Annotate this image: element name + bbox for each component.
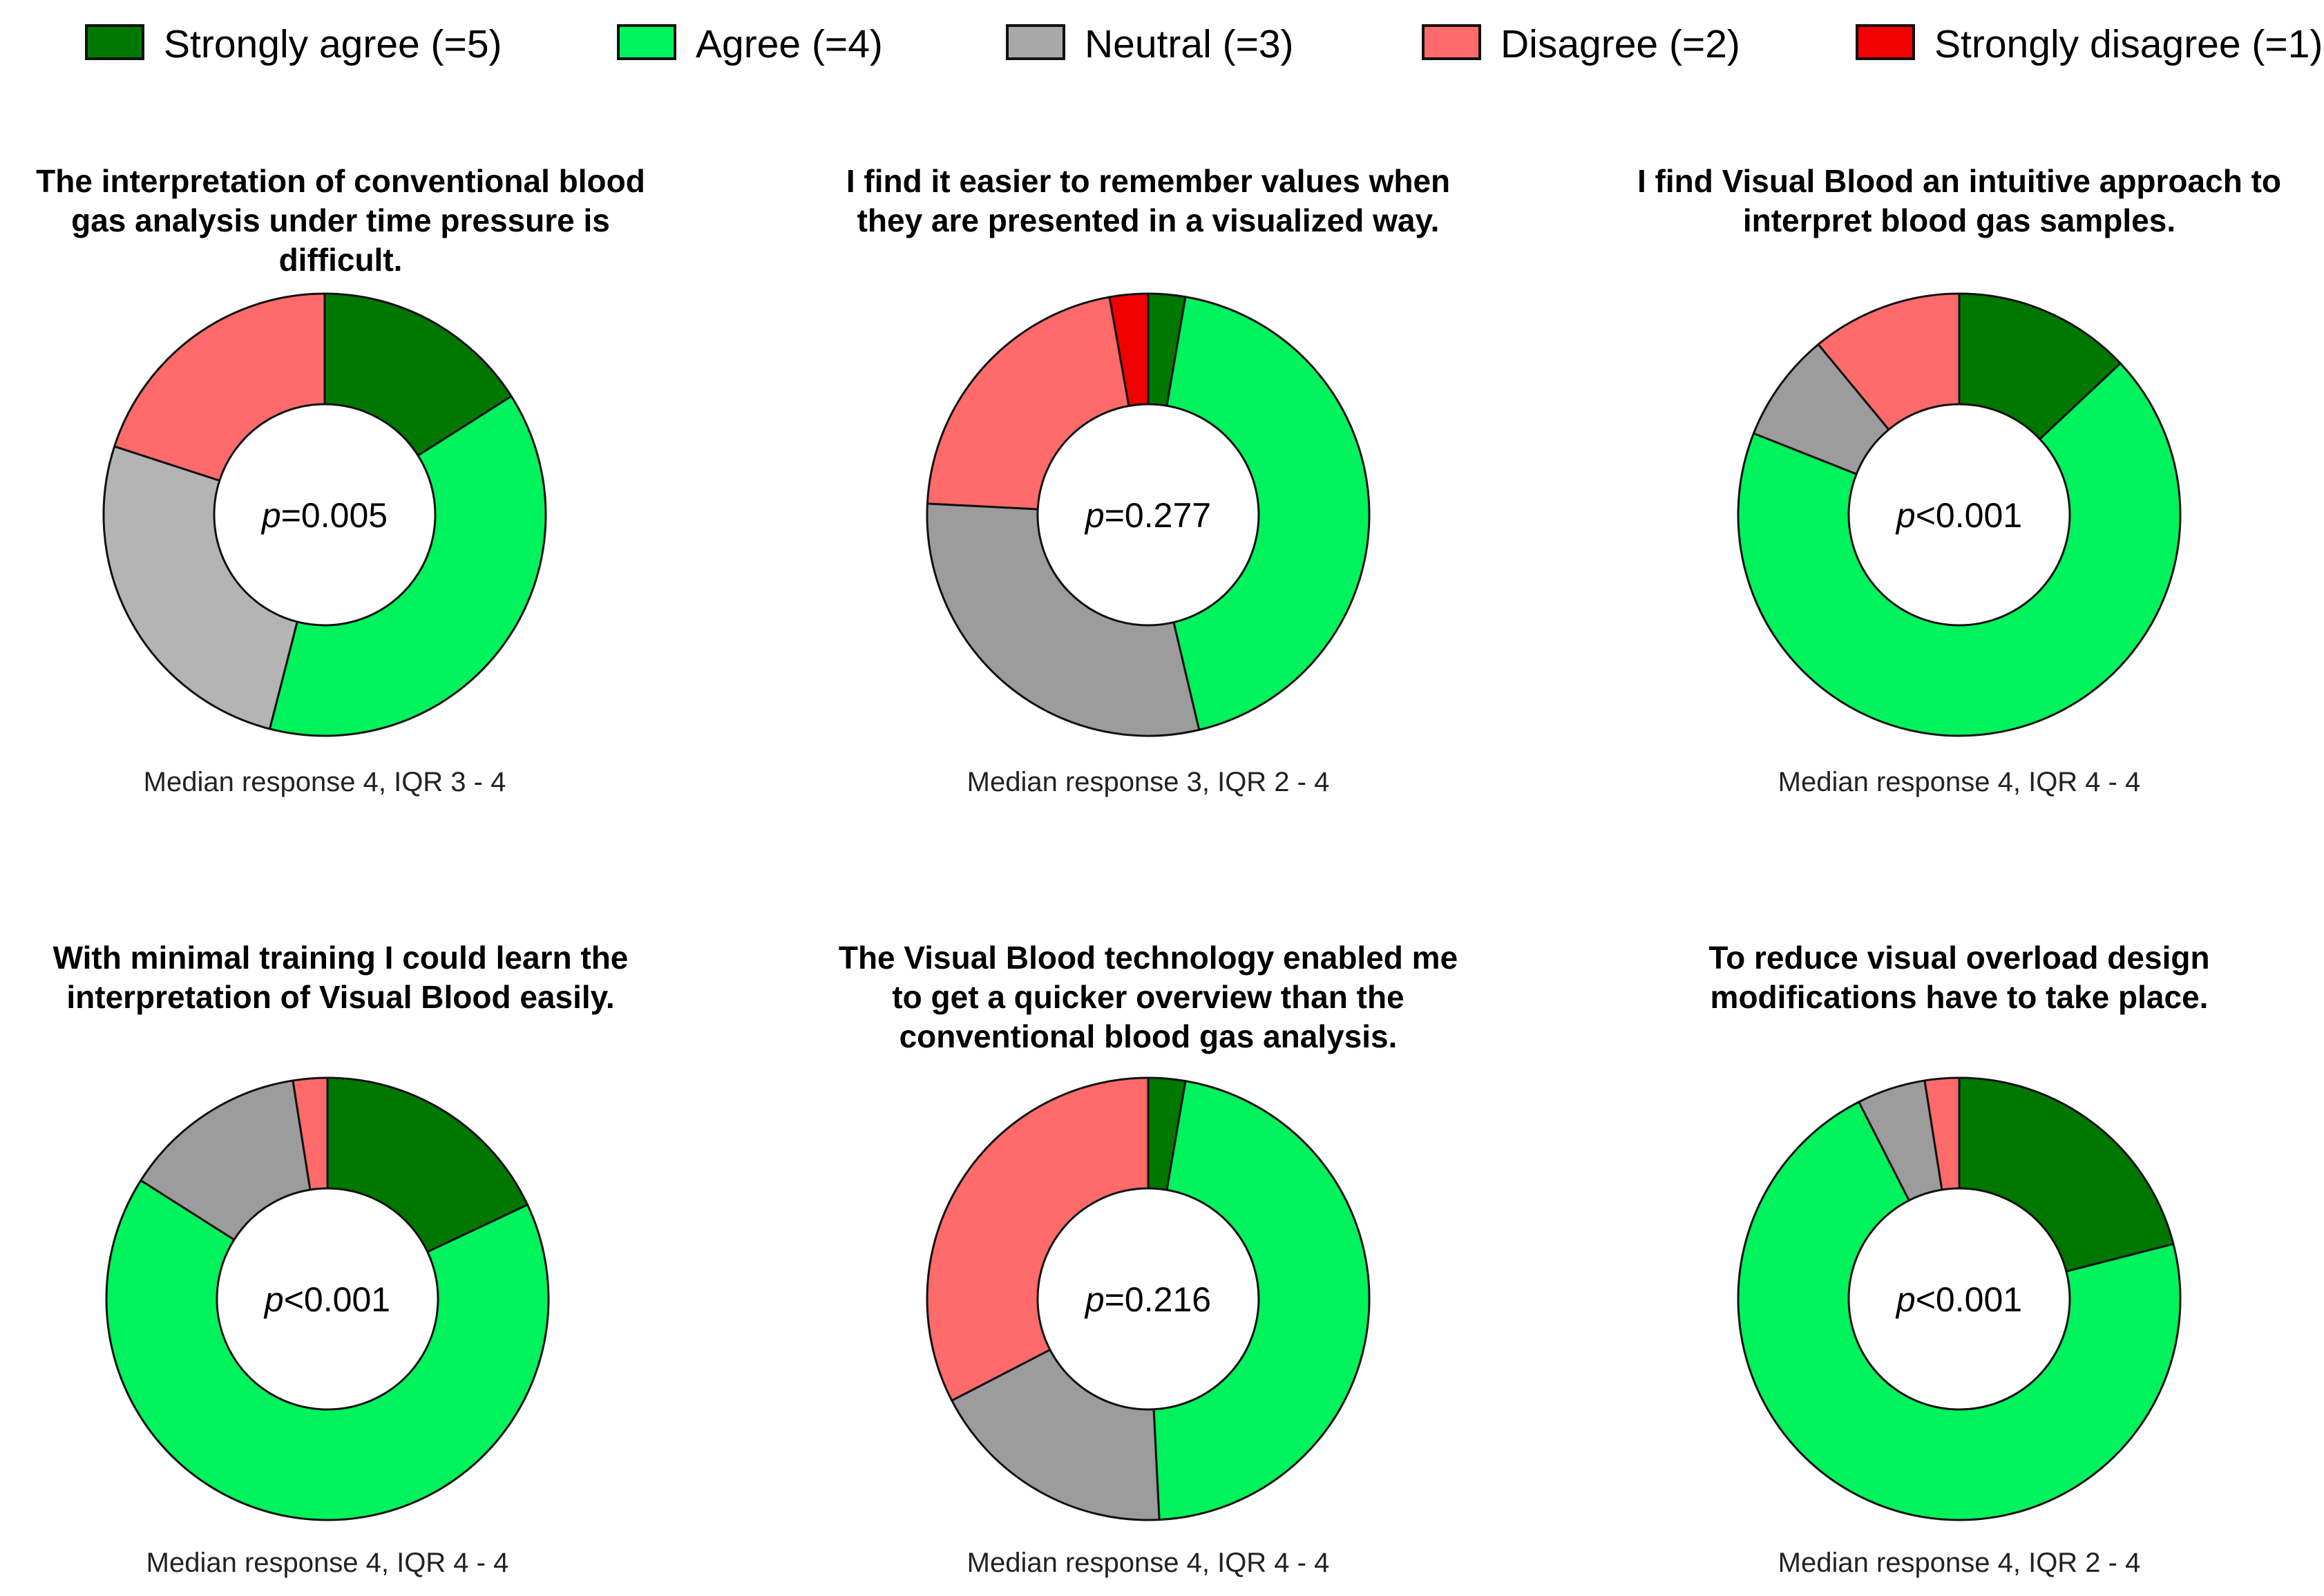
chart-grid: The interpretation of conventional blood… xyxy=(36,163,2281,1578)
legend-item: Strongly disagree (=1) xyxy=(1856,22,2323,66)
legend: Strongly agree (=5) Agree (=4) Neutral (=3… xyxy=(85,22,2323,66)
donut-chart: To reduce visual overload designmodifica… xyxy=(1708,940,2209,1578)
median-response-label: Median response 4, IQR 3 - 4 xyxy=(144,767,506,797)
legend-item: Disagree (=2) xyxy=(1422,22,1740,66)
median-response-label: Median response 4, IQR 2 - 4 xyxy=(1778,1548,2141,1578)
donut-slice xyxy=(926,502,1201,737)
p-value-number: =0.216 xyxy=(1105,1280,1211,1319)
chart-title-line: I find it easier to remember values when xyxy=(846,163,1450,199)
chart-title-line: they are presented in a visualized way. xyxy=(857,202,1440,238)
donut-chart: I find it easier to remember values when… xyxy=(846,163,1450,797)
p-value-number: =0.005 xyxy=(281,496,388,535)
donut-slice xyxy=(1165,296,1371,731)
chart-title-line: modifications have to take place. xyxy=(1711,979,2209,1015)
chart-title-line: The Visual Blood technology enabled me xyxy=(839,940,1458,976)
legend-swatch xyxy=(1422,24,1481,60)
legend-item: Strongly agree (=5) xyxy=(85,22,502,66)
donut-chart: The interpretation of conventional blood… xyxy=(36,163,645,797)
chart-title-line: The interpretation of conventional blood xyxy=(36,163,645,199)
p-value-label: p<0.001 xyxy=(1895,1280,2022,1319)
donut-slice xyxy=(105,1179,550,1521)
median-response-label: Median response 4, IQR 4 - 4 xyxy=(967,1548,1330,1578)
donut-slice xyxy=(323,292,513,457)
donut-slice xyxy=(1923,1076,1961,1191)
p-value-label: p<0.001 xyxy=(1895,496,2022,535)
legend-swatch xyxy=(617,24,676,60)
p-value-number: <0.001 xyxy=(1916,1280,2022,1319)
chart-title-line: I find Visual Blood an intuitive approac… xyxy=(1637,163,2281,199)
donut-chart: With minimal training I could learn thei… xyxy=(53,940,629,1578)
p-value-label: p=0.216 xyxy=(1084,1280,1211,1319)
p-value-prefix: p xyxy=(263,1280,284,1319)
donut-slice xyxy=(268,395,547,737)
p-value-number: <0.001 xyxy=(284,1280,390,1319)
chart-title-line: conventional blood gas analysis. xyxy=(899,1018,1398,1054)
p-value-prefix: p xyxy=(260,496,281,535)
median-response-label: Median response 4, IQR 4 - 4 xyxy=(1778,767,2141,797)
legend-item: Agree (=4) xyxy=(617,22,883,66)
donut-chart: I find Visual Blood an intuitive approac… xyxy=(1637,163,2281,797)
p-value-label: p=0.005 xyxy=(260,496,388,535)
legend-label: Neutral (=3) xyxy=(1085,22,1294,66)
median-response-label: Median response 4, IQR 4 - 4 xyxy=(146,1548,509,1578)
p-value-prefix: p xyxy=(1084,1280,1105,1319)
donut-slice xyxy=(1958,1076,2175,1273)
chart-title-line: to get a quicker overview than the xyxy=(892,979,1404,1015)
chart-title-line: difficult. xyxy=(279,242,403,278)
chart-title-line: interpret blood gas samples. xyxy=(1743,202,2175,238)
chart-title-line: interpretation of Visual Blood easily. xyxy=(66,979,614,1015)
p-value-prefix: p xyxy=(1084,496,1105,535)
donut-slice xyxy=(326,1076,529,1253)
chart-title-line: gas analysis under time pressure is xyxy=(71,202,610,238)
legend-label: Strongly disagree (=1) xyxy=(1934,22,2323,66)
legend-swatch xyxy=(1856,24,1915,60)
p-value-prefix: p xyxy=(1895,496,1916,535)
legend-label: Agree (=4) xyxy=(696,22,883,66)
p-value-label: p<0.001 xyxy=(263,1280,390,1319)
donut-slice xyxy=(951,1349,1161,1521)
chart-title-line: With minimal training I could learn the xyxy=(53,940,629,976)
legend-label: Strongly agree (=5) xyxy=(164,22,502,66)
donut-slice xyxy=(926,1076,1150,1402)
donut-slice xyxy=(102,445,298,730)
legend-item: Neutral (=3) xyxy=(1006,22,1294,66)
donut-slice xyxy=(926,296,1130,511)
donut-slice xyxy=(1737,1101,2182,1521)
p-value-number: =0.277 xyxy=(1105,496,1211,535)
chart-title-line: To reduce visual overload design xyxy=(1708,940,2209,976)
donut-slice xyxy=(1737,362,2182,737)
legend-swatch xyxy=(1006,24,1065,60)
p-value-label: p=0.277 xyxy=(1084,496,1211,535)
donut-chart: The Visual Blood technology enabled meto… xyxy=(839,940,1458,1578)
donut-slice xyxy=(1108,292,1150,407)
donut-slice xyxy=(1958,292,2122,440)
donut-slice xyxy=(140,1079,312,1241)
legend-swatch xyxy=(85,24,144,60)
donut-slice xyxy=(1152,1080,1371,1521)
donut-slice xyxy=(1817,292,1961,431)
median-response-label: Median response 3, IQR 2 - 4 xyxy=(967,767,1330,797)
p-value-number: <0.001 xyxy=(1916,496,2022,535)
donut-slice xyxy=(113,292,326,482)
legend-label: Disagree (=2) xyxy=(1501,22,1740,66)
donut-slice xyxy=(292,1076,329,1191)
p-value-prefix: p xyxy=(1895,1280,1916,1319)
